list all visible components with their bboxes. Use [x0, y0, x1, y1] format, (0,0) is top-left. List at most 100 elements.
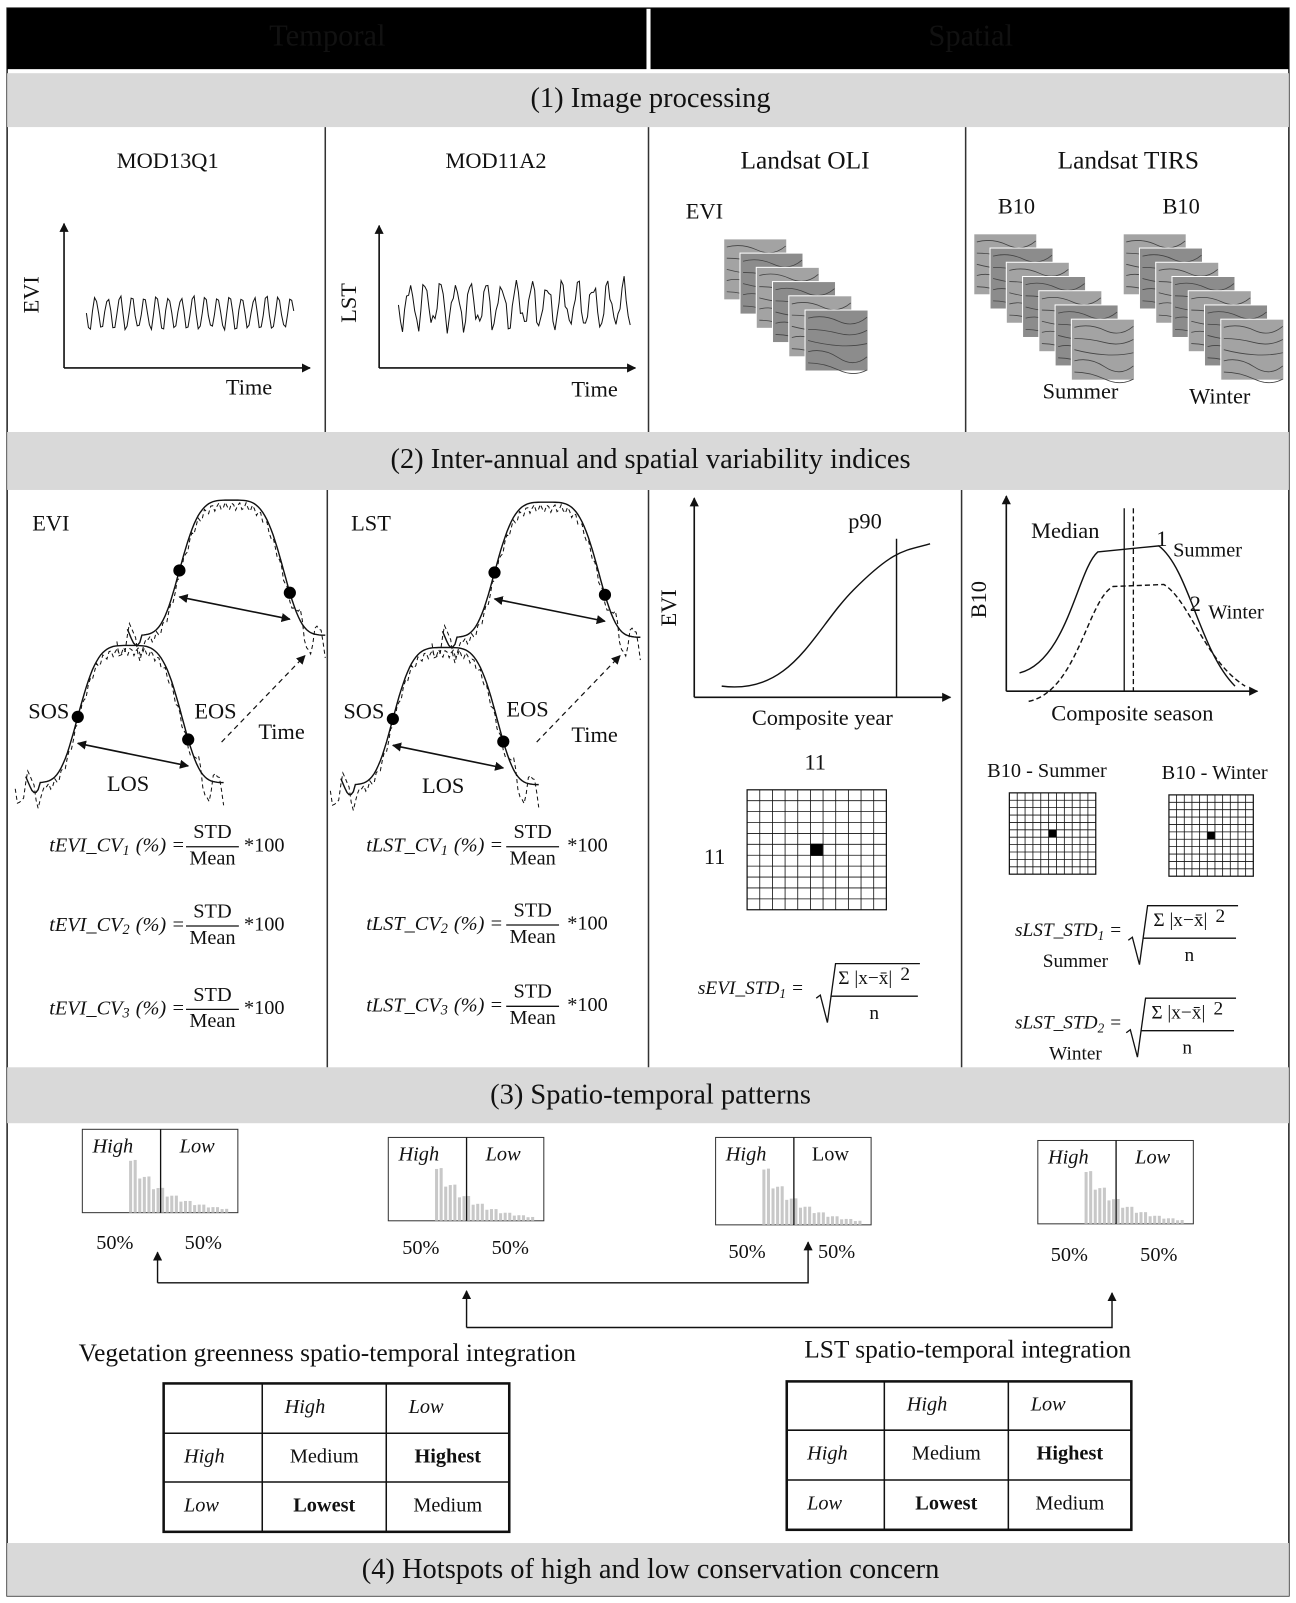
histogram-bar — [440, 1168, 443, 1221]
percent-label: 50% — [402, 1237, 439, 1259]
histogram-bar — [840, 1219, 843, 1225]
percent-label: 50% — [728, 1241, 765, 1263]
histogram-bar — [845, 1219, 848, 1225]
formula-name: tEVI_CV2(%) = — [49, 914, 185, 939]
center-pixel — [811, 844, 823, 856]
band-label: B10 — [998, 194, 1035, 219]
histogram-bar — [458, 1197, 461, 1220]
formula-subscript: 1 — [1098, 928, 1105, 943]
formula-subscript: 3 — [440, 1003, 448, 1019]
formula-season: Summer — [1043, 951, 1109, 972]
phenology-label: LOS — [107, 771, 149, 796]
formula-subscript: 2 — [441, 921, 448, 937]
histogram-bar — [522, 1215, 525, 1221]
row-header: Low — [183, 1495, 219, 1517]
sos-point — [387, 713, 399, 725]
histogram-bar — [449, 1185, 452, 1221]
formula-symbol: tEVI_CV — [49, 997, 125, 1019]
histogram-bar — [790, 1199, 793, 1225]
percent-label: 50% — [1051, 1244, 1088, 1266]
histogram-bar — [799, 1208, 802, 1225]
histogram-bar — [1085, 1172, 1088, 1224]
class-label: High — [397, 1143, 439, 1165]
formula-numerator: STD — [193, 821, 231, 843]
variable-label: EVI — [32, 511, 69, 536]
axis-label: Time — [226, 374, 272, 399]
formula-factor: *100 — [567, 994, 608, 1016]
histogram-bar — [1149, 1216, 1152, 1224]
histogram-bar — [462, 1196, 465, 1221]
histogram-bar — [1162, 1219, 1165, 1224]
formula-equals: = — [792, 978, 803, 999]
page: TemporalSpatial(1) Image processing(2) I… — [0, 0, 1296, 1603]
histogram-bar — [1144, 1212, 1147, 1224]
histogram-bar — [776, 1187, 779, 1225]
formula-numerator: STD — [513, 821, 551, 843]
histogram-bar — [836, 1216, 839, 1225]
column-header: Low — [1030, 1393, 1066, 1415]
formula-sum: Σ |x−x̄| — [838, 968, 892, 989]
histogram-bar — [189, 1201, 192, 1213]
histogram-bar — [202, 1205, 205, 1213]
axis-label: Composite season — [1051, 701, 1213, 726]
formula-numerator: STD — [513, 981, 551, 1003]
histogram-bar — [508, 1213, 511, 1221]
percent-label: 50% — [1140, 1244, 1177, 1266]
histogram-bar — [527, 1217, 530, 1221]
eos-point — [284, 587, 296, 599]
formula-unit: (%) = — [454, 913, 503, 935]
formula-subscript: 2 — [1098, 1021, 1105, 1036]
percent-label: 50% — [818, 1241, 855, 1263]
histogram-bar — [198, 1205, 201, 1213]
formula-denominator: Mean — [189, 927, 235, 949]
histogram-bar — [1130, 1207, 1133, 1224]
formula-subscript: 1 — [779, 986, 786, 1001]
axis-label: EVI — [19, 276, 44, 313]
histogram-bar — [794, 1198, 797, 1224]
histogram-bar — [225, 1209, 228, 1213]
axis-label: EVI — [656, 589, 681, 626]
formula-name: tLST_CV2(%) = — [366, 913, 503, 938]
percent-label: 50% — [96, 1232, 133, 1254]
histogram-bar — [472, 1205, 475, 1221]
sos-point — [173, 564, 185, 576]
histogram-bar — [804, 1207, 807, 1225]
formula-symbol: sLST_STD — [1015, 1013, 1098, 1034]
integration-title: LST spatio-temporal integration — [804, 1336, 1131, 1364]
header-title: Temporal — [269, 19, 385, 53]
histogram-bar — [1089, 1171, 1092, 1224]
table-cell: Medium — [1035, 1493, 1104, 1515]
histogram-bar — [831, 1216, 834, 1225]
histogram-bar — [1176, 1220, 1179, 1224]
formula-unit: (%) = — [454, 834, 503, 856]
histogram-bar — [826, 1217, 829, 1225]
histogram-bar — [785, 1200, 788, 1225]
panel-title: Landsat TIRS — [1058, 146, 1199, 174]
formula-factor: *100 — [244, 834, 285, 856]
formula-subscript: 1 — [123, 843, 130, 859]
grid-title: B10 - Summer — [987, 760, 1107, 782]
panel-title: Landsat OLI — [740, 146, 869, 174]
table-cell: Lowest — [293, 1495, 355, 1517]
integration-title: Vegetation greenness spatio-temporal int… — [79, 1339, 577, 1367]
formula-denominator: n — [1184, 945, 1194, 966]
percent-label: 50% — [492, 1237, 529, 1259]
histogram-bar — [513, 1216, 516, 1221]
formula-numerator: STD — [193, 900, 231, 922]
formula-unit: (%) = — [454, 994, 503, 1016]
formula-factor: *100 — [244, 914, 285, 936]
histogram-bar — [1181, 1220, 1184, 1224]
formula-unit: (%) = — [136, 834, 185, 856]
formula-unit: (%) = — [136, 997, 185, 1019]
formula-denominator: Mean — [189, 848, 235, 870]
histogram-bar — [1107, 1200, 1110, 1223]
formula-denominator: Mean — [189, 1010, 235, 1032]
histogram-bar — [129, 1161, 132, 1213]
histogram-bar — [481, 1204, 484, 1221]
histogram-bar — [152, 1189, 155, 1212]
formula-power: 2 — [1213, 999, 1223, 1020]
formula-subscript: 2 — [123, 922, 130, 938]
axis-label: Time — [571, 376, 617, 401]
histogram-bar — [179, 1202, 182, 1213]
histogram-bar — [772, 1188, 775, 1224]
